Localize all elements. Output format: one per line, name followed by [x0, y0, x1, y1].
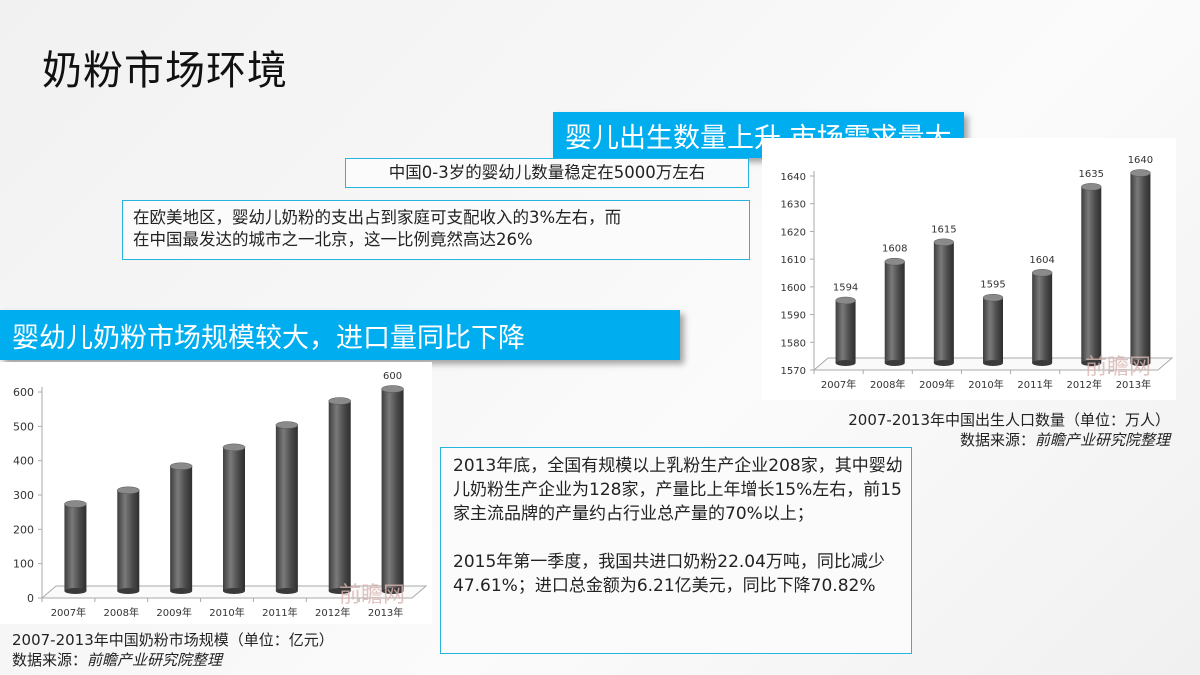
chart-bar — [222, 443, 246, 594]
infant-count-box: 中国0-3岁的婴幼儿数量稳定在5000万左右 — [345, 158, 749, 188]
chart-bar — [169, 462, 193, 594]
banner-market-scale: 婴幼儿奶粉市场规模较大，进口量同比下降 — [0, 310, 680, 360]
market-caption-title: 2007-2013年中国奶粉市场规模（单位：亿元） — [12, 631, 334, 649]
chart-bar — [1081, 183, 1102, 366]
x-tick-label: 2011年 — [262, 606, 297, 619]
y-tick-label: 100 — [13, 558, 34, 571]
x-tick-label: 2012年 — [1067, 378, 1102, 391]
watermark-text: 前瞻网 — [339, 583, 405, 608]
x-tick-label: 2009年 — [156, 606, 191, 619]
data-label: 1635 — [1079, 169, 1104, 180]
x-tick-label: 2013年 — [1116, 378, 1151, 391]
market-size-chart: 0 100 200 300 400 500 600 2007年 2008年 2009年 2010年 2… — [0, 362, 432, 624]
chart-bar — [884, 257, 905, 366]
births-chart: 1570 1580 1590 1600 1610 1620 1630 1640 1594 2007… — [762, 138, 1176, 400]
y-tick-label: 1620 — [781, 227, 806, 238]
chart-bar — [1130, 169, 1151, 366]
data-label: 1595 — [980, 280, 1005, 291]
y-tick-label: 500 — [13, 420, 34, 433]
y-tick-label: 600 — [13, 386, 34, 399]
x-tick-label: 2010年 — [209, 606, 244, 619]
chart-bar — [381, 385, 404, 594]
chart-bar — [328, 397, 351, 594]
x-tick-label: 2012年 — [315, 606, 350, 619]
y-tick-label: 1640 — [781, 172, 806, 183]
y-tick-label: 1630 — [781, 200, 806, 211]
y-tick-label: 1570 — [781, 366, 806, 377]
y-tick-label: 1610 — [781, 255, 806, 266]
x-tick-label: 2008年 — [870, 378, 905, 391]
data-label: 1615 — [931, 224, 956, 235]
x-tick-label: 2009年 — [919, 378, 954, 391]
market-caption-source: 数据来源：前瞻产业研究院整理 — [12, 651, 223, 669]
market-size-chart-svg: 0 100 200 300 400 500 600 2007年 2008年 2009年 2010年 2… — [13, 371, 428, 619]
x-tick-label: 2008年 — [104, 606, 139, 619]
y-tick-label: 300 — [13, 489, 34, 502]
data-label: 1608 — [882, 244, 907, 255]
chart-bar — [982, 293, 1004, 366]
x-tick-label: 2010年 — [968, 378, 1003, 391]
chart-bar — [275, 421, 299, 594]
data-label: 1604 — [1029, 255, 1054, 266]
chart-bar — [835, 296, 856, 366]
spending-ratio-line-2: 在中国最发达的城市之一北京，这一比例竟然高达26% — [133, 230, 533, 249]
watermark-text: 前瞻网 — [1085, 355, 1151, 380]
market-chart-caption: 2007-2013年中国奶粉市场规模（单位：亿元） 数据来源：前瞻产业研究院整理 — [12, 630, 334, 670]
slide-title: 奶粉市场环境 — [42, 48, 288, 94]
industry-facts-paragraph-1: 2013年底，全国有规模以上乳粉生产企业208家，其中婴幼儿奶粉生产企业为128… — [453, 456, 903, 524]
x-tick-label: 2007年 — [51, 606, 86, 619]
y-tick-label: 1580 — [781, 338, 806, 349]
x-tick-label: 2013年 — [368, 606, 403, 619]
chart-bar — [117, 486, 140, 594]
chart-bar — [933, 238, 955, 366]
y-tick-label: 0 — [27, 592, 34, 605]
data-label: 1594 — [833, 282, 858, 293]
industry-facts-paragraph-2: 2015年第一季度，我国共进口奶粉22.04万吨，同比减少47.61%；进口总金… — [453, 552, 885, 596]
births-chart-caption: 2007-2013年中国出生人口数量（单位：万人） 数据来源：前瞻产业研究院整理 — [760, 410, 1170, 450]
y-tick-label: 1590 — [781, 311, 806, 322]
births-caption-source: 数据来源：前瞻产业研究院整理 — [959, 431, 1170, 449]
y-tick-label: 200 — [13, 523, 34, 536]
y-tick-label: 1600 — [781, 283, 806, 294]
births-caption-title: 2007-2013年中国出生人口数量（单位：万人） — [848, 411, 1170, 429]
spending-ratio-line-1: 在欧美地区，婴幼儿奶粉的支出占到家庭可支配收入的3%左右，而 — [133, 208, 622, 227]
x-tick-label: 2011年 — [1017, 378, 1052, 391]
y-tick-label: 400 — [13, 455, 34, 468]
data-label: 1640 — [1128, 155, 1153, 166]
data-label: 600 — [383, 371, 402, 382]
chart-bar — [64, 500, 87, 594]
infant-count-text: 中国0-3岁的婴幼儿数量稳定在5000万左右 — [388, 163, 706, 182]
births-chart-svg: 1570 1580 1590 1600 1610 1620 1630 1640 1594 2007… — [781, 155, 1174, 391]
x-tick-label: 2007年 — [821, 378, 856, 391]
industry-facts-box: 2013年底，全国有规模以上乳粉生产企业208家，其中婴幼儿奶粉生产企业为128… — [440, 447, 912, 654]
spending-ratio-box: 在欧美地区，婴幼儿奶粉的支出占到家庭可支配收入的3%左右，而 在中国最发达的城市… — [122, 200, 750, 260]
chart-bar — [1031, 269, 1053, 366]
